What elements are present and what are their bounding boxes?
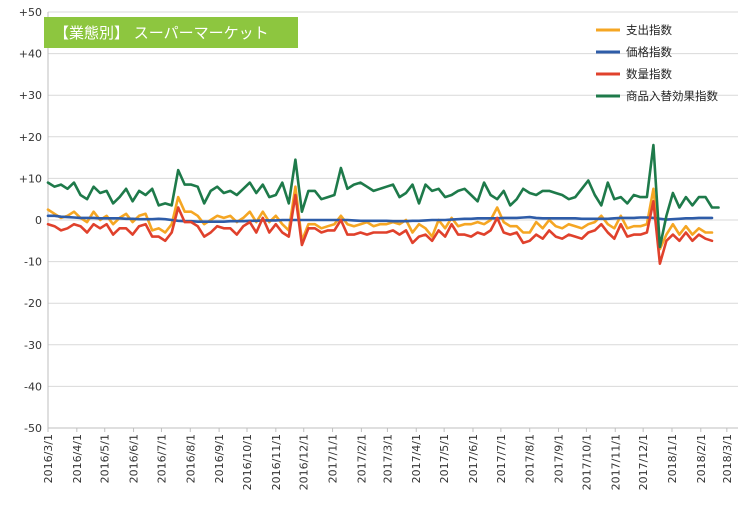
x-tick-label: 2017/1/1: [327, 434, 340, 483]
y-tick-label: -30: [24, 339, 42, 352]
series-line-2: [46, 193, 714, 266]
series-line-0: [46, 185, 714, 251]
y-tick-label: 0: [35, 214, 42, 227]
x-tick-label: 2016/5/1: [99, 434, 112, 483]
y-tick-label: +10: [19, 172, 42, 185]
y-tick-label: +40: [19, 48, 42, 61]
y-tick-label: -20: [24, 297, 42, 310]
chart-title: 【業態別】 スーパーマーケット: [54, 24, 269, 42]
x-tick-label: 2018/1/1: [666, 434, 679, 483]
x-tick-label: 2016/3/1: [42, 434, 55, 483]
legend-label: 価格指数: [626, 45, 672, 59]
x-tick-label: 2017/4/1: [410, 434, 423, 483]
x-tick-label: 2016/9/1: [213, 434, 226, 483]
x-tick-label: 2017/9/1: [553, 434, 566, 483]
x-tick-label: 2018/3/1: [721, 434, 734, 483]
x-tick-label: 2017/8/1: [524, 434, 537, 483]
x-tick-label: 2017/2/1: [355, 434, 368, 483]
x-tick-label: 2016/10/1: [241, 434, 254, 490]
x-tick-label: 2017/12/1: [637, 434, 650, 490]
legend-label: 数量指数: [626, 67, 672, 81]
legend-label: 支出指数: [626, 23, 672, 37]
x-tick-label: 2017/10/1: [580, 434, 593, 490]
legend-label: 商品入替効果指数: [626, 89, 718, 103]
x-tick-label: 2016/7/1: [155, 434, 168, 483]
series-line-3: [46, 143, 720, 249]
x-tick-label: 2017/3/1: [381, 434, 394, 483]
y-tick-label: +20: [19, 131, 42, 144]
x-tick-label: 2016/6/1: [128, 434, 141, 483]
x-axis-tick-labels: 2016/3/1 2016/4/1 2016/5/1 2016/6/1 2016/7/1…: [42, 428, 734, 490]
x-tick-label: 2017/5/1: [438, 434, 451, 483]
series-lines: [46, 143, 720, 266]
x-tick-label: 2017/7/1: [495, 434, 508, 483]
y-tick-label: -40: [24, 380, 42, 393]
chart-title-box: 【業態別】 スーパーマーケット: [44, 17, 298, 48]
y-tick-label: -10: [24, 256, 42, 269]
y-tick-label: +50: [19, 6, 42, 19]
x-tick-label: 2016/4/1: [71, 434, 84, 483]
y-tick-label: +30: [19, 89, 42, 102]
y-tick-label: -50: [24, 422, 42, 435]
x-tick-label: 2017/11/1: [609, 434, 622, 490]
x-tick-label: 2016/12/1: [298, 434, 311, 490]
y-axis-tick-labels: +50 +40 +30 +20 +10 0 -10 -20 -30 -40 -50: [19, 6, 42, 435]
series-line-1: [46, 214, 714, 223]
x-tick-label: 2018/2/1: [695, 434, 708, 483]
x-tick-label: 2016/11/1: [270, 434, 283, 490]
x-tick-label: 2016/8/1: [184, 434, 197, 483]
title-background: [44, 17, 298, 48]
x-tick-label: 2017/6/1: [467, 434, 480, 483]
